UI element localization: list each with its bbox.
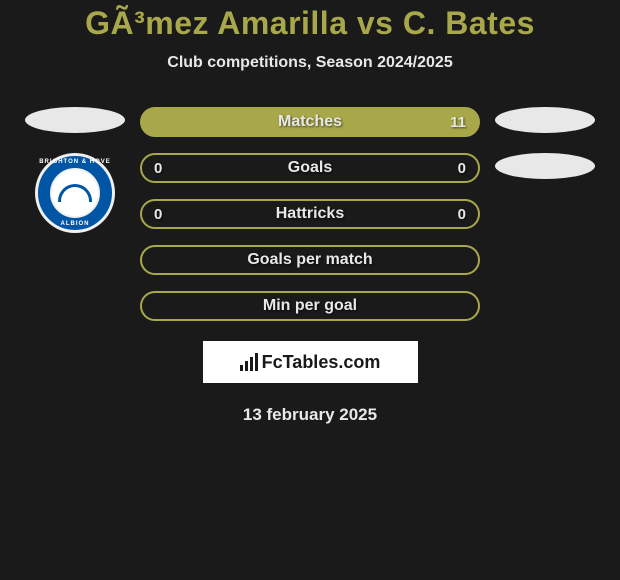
stat-right-value: 0 bbox=[458, 206, 466, 223]
seagull-icon bbox=[58, 184, 92, 202]
stats-column: Matches 11 0 Goals 0 0 Hattricks 0 Goals… bbox=[140, 107, 480, 425]
right-side-column bbox=[490, 107, 600, 179]
bar-chart-icon bbox=[240, 353, 258, 371]
club-badge-left: BRIGHTON & HOVE ALBION bbox=[35, 153, 115, 233]
stat-label: Hattricks bbox=[276, 205, 344, 223]
badge-inner bbox=[52, 170, 98, 216]
stat-row-goals-per-match: Goals per match bbox=[140, 245, 480, 275]
widget-container: GÃ³mez Amarilla vs C. Bates Club competi… bbox=[0, 0, 620, 425]
left-logo-placeholder-1 bbox=[25, 107, 125, 133]
stat-row-min-per-goal: Min per goal bbox=[140, 291, 480, 321]
brand-box[interactable]: FcTables.com bbox=[203, 341, 418, 383]
badge-text-bottom: ALBION bbox=[61, 221, 90, 227]
page-title: GÃ³mez Amarilla vs C. Bates bbox=[0, 5, 620, 42]
left-side-column: BRIGHTON & HOVE ALBION bbox=[20, 107, 130, 233]
right-logo-placeholder-1 bbox=[495, 107, 595, 133]
stat-left-value: 0 bbox=[154, 160, 162, 177]
stat-label: Matches bbox=[278, 113, 342, 131]
date-text: 13 february 2025 bbox=[243, 405, 377, 425]
stat-label: Min per goal bbox=[263, 297, 357, 315]
stat-label: Goals bbox=[288, 159, 332, 177]
main-row: BRIGHTON & HOVE ALBION Matches 11 0 Goal… bbox=[0, 107, 620, 425]
badge-text-top: BRIGHTON & HOVE bbox=[39, 159, 111, 165]
page-subtitle: Club competitions, Season 2024/2025 bbox=[0, 54, 620, 72]
stat-right-value: 0 bbox=[458, 160, 466, 177]
stat-label: Goals per match bbox=[247, 251, 372, 269]
stat-row-goals: 0 Goals 0 bbox=[140, 153, 480, 183]
stat-row-hattricks: 0 Hattricks 0 bbox=[140, 199, 480, 229]
stat-row-matches: Matches 11 bbox=[140, 107, 480, 137]
right-logo-placeholder-2 bbox=[495, 153, 595, 179]
brand-text: FcTables.com bbox=[262, 352, 381, 373]
stat-right-value: 11 bbox=[450, 114, 466, 131]
stat-left-value: 0 bbox=[154, 206, 162, 223]
